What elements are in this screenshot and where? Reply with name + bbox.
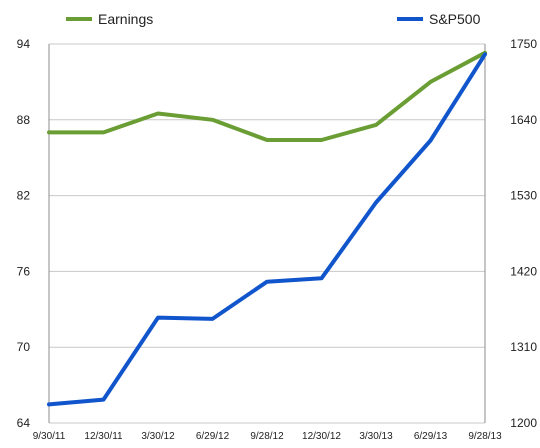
right-axis-tick-label: 1420 [510,264,537,278]
grid [49,43,485,424]
left-axis-tick-label: 88 [17,113,31,127]
right-axis-tick-label: 1200 [510,416,537,430]
x-axis-tick-label: 9/28/13 [468,431,502,442]
left-axis-tick-label: 94 [17,37,31,51]
left-axis-tick-label: 82 [17,189,31,203]
data-point [211,118,214,122]
x-axis-tick-label: 9/28/12 [250,431,284,442]
x-axis-tick-label: 6/29/13 [414,431,448,442]
x-axis-tick-label: 9/30/11 [33,431,66,442]
data-point [47,130,51,134]
legend: Earnings S&P500 [66,11,481,27]
legend-label: S&P500 [429,11,481,27]
left-axis-tick-label: 70 [17,340,31,354]
x-axis-tick-label: 12/30/12 [302,431,341,442]
right-axis-tick-label: 1640 [510,113,537,127]
x-axis-tick-label: 12/30/11 [84,431,123,442]
axes [48,44,486,423]
x-axis-tick-label: 6/29/12 [196,431,230,442]
data-point [483,52,487,56]
data-point [156,316,160,320]
data-point [156,111,160,115]
right-axis-tick-label: 1750 [510,37,537,51]
data-point [102,398,105,402]
left-axis-tick-label: 76 [17,264,31,278]
data-point [102,130,105,134]
series [47,50,487,407]
data-point [374,123,378,127]
series-line-earnings [47,50,487,142]
tick-labels: 64 70 76 82 88 94 1200 1310 1420 1530 1640 1750 9/30… [17,37,538,442]
right-axis-tick-label: 1530 [510,189,537,203]
right-axis-tick-label: 1310 [510,340,537,354]
data-point [47,402,51,406]
series-line-s-p500 [47,52,487,407]
data-point [320,138,323,142]
x-axis-tick-label: 3/30/12 [141,431,175,442]
data-point [265,280,269,284]
data-point [211,317,214,321]
data-point [429,80,432,84]
data-point [265,138,269,142]
data-point [374,200,378,204]
left-axis-tick-label: 64 [17,416,31,430]
data-point [429,138,432,142]
x-axis-tick-label: 3/30/13 [359,431,393,442]
legend-label: Earnings [98,11,153,27]
data-point [320,276,323,280]
